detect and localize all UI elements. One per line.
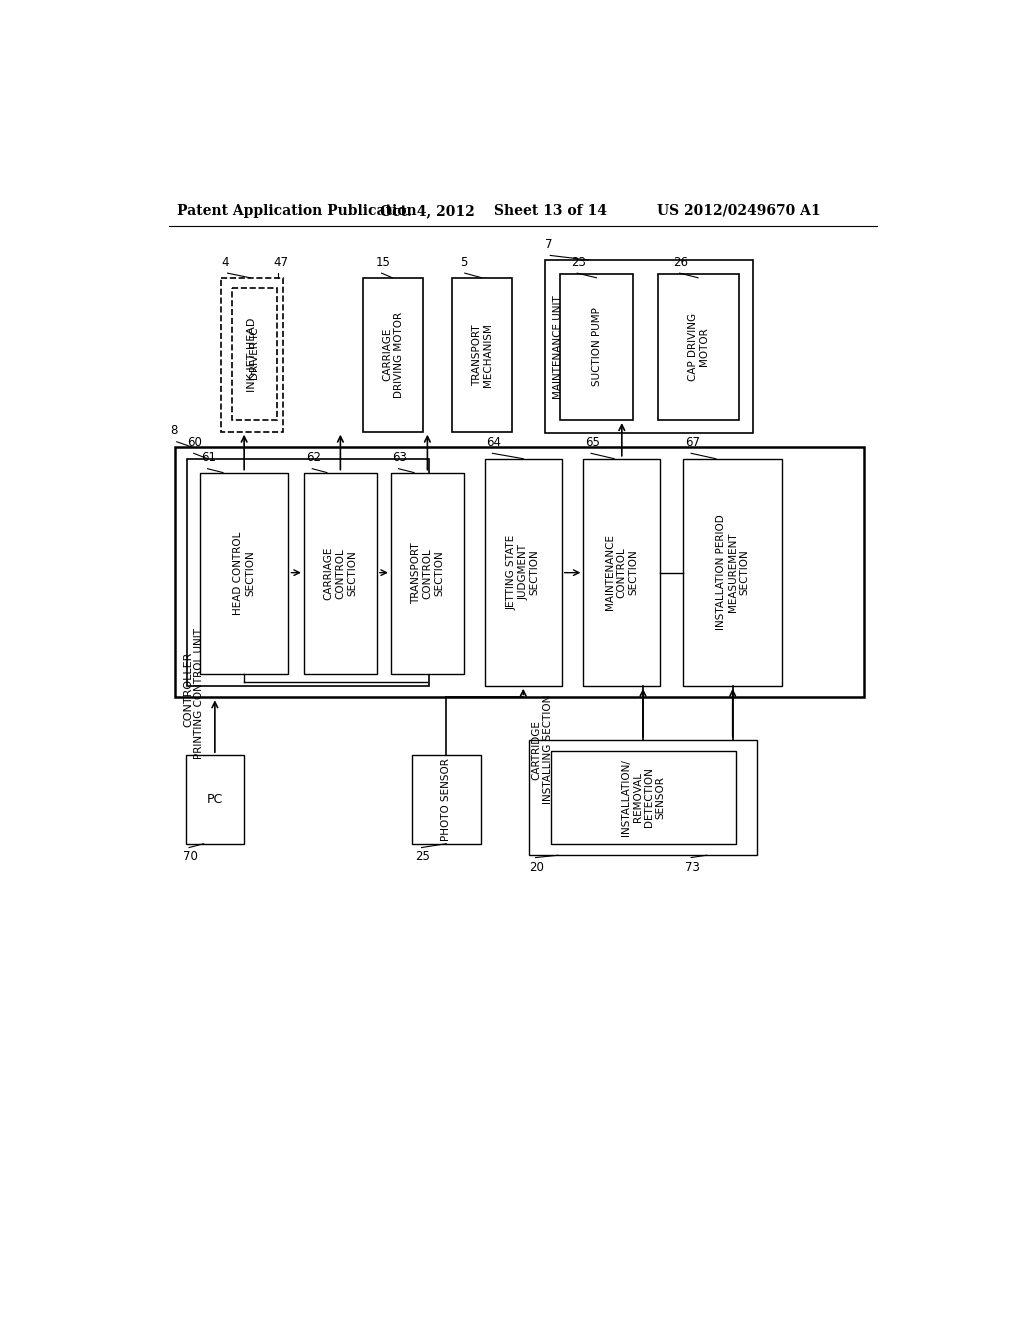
Bar	[529, 739, 757, 855]
Text: 61: 61	[202, 451, 216, 465]
Text: INK-JET HEAD: INK-JET HEAD	[247, 318, 257, 392]
Text: TRANSPORT
CONTROL
SECTION: TRANSPORT CONTROL SECTION	[411, 543, 444, 605]
Bar	[412, 755, 481, 843]
Text: TRANSPORT
MECHANISM: TRANSPORT MECHANISM	[472, 323, 494, 387]
Bar	[221, 277, 283, 432]
Text: 65: 65	[585, 436, 600, 449]
Text: 25: 25	[416, 850, 430, 863]
Bar	[186, 459, 429, 686]
Text: 5: 5	[460, 256, 468, 268]
Text: Fig. 13: Fig. 13	[183, 603, 247, 622]
Bar	[186, 755, 244, 843]
Text: 70: 70	[183, 850, 198, 863]
Bar	[175, 447, 864, 697]
Text: 47: 47	[273, 256, 289, 268]
Text: DRIVER IC: DRIVER IC	[250, 327, 259, 380]
Text: 15: 15	[376, 256, 390, 268]
Bar	[658, 275, 739, 420]
Text: 64: 64	[486, 436, 502, 449]
Text: PRINTING CONTROL UNIT: PRINTING CONTROL UNIT	[194, 628, 204, 759]
Bar	[232, 288, 276, 420]
Text: 62: 62	[306, 451, 322, 465]
Text: Patent Application Publication: Patent Application Publication	[177, 203, 417, 218]
Bar	[545, 260, 753, 433]
Text: Oct. 4, 2012: Oct. 4, 2012	[380, 203, 474, 218]
Text: CARTRIDGE
INSTALLING SECTION: CARTRIDGE INSTALLING SECTION	[531, 696, 553, 804]
Text: JETTING STATE
JUDGMENT
SECTION: JETTING STATE JUDGMENT SECTION	[507, 535, 540, 610]
Bar	[364, 277, 423, 432]
Bar	[453, 277, 512, 432]
Text: CARRIAGE
DRIVING MOTOR: CARRIAGE DRIVING MOTOR	[382, 312, 403, 397]
Text: MAINTENANCE UNIT: MAINTENANCE UNIT	[553, 296, 562, 399]
Text: 23: 23	[571, 256, 586, 268]
Text: 20: 20	[529, 861, 545, 874]
Bar	[584, 459, 660, 686]
Text: 4: 4	[221, 256, 229, 268]
Text: 60: 60	[186, 436, 202, 449]
Bar	[551, 751, 736, 843]
Text: 26: 26	[674, 256, 688, 268]
Text: 67: 67	[685, 436, 700, 449]
Text: PHOTO SENSOR: PHOTO SENSOR	[441, 758, 452, 841]
Text: CAP DRIVING
MOTOR: CAP DRIVING MOTOR	[688, 313, 710, 381]
Text: HEAD CONTROL
SECTION: HEAD CONTROL SECTION	[233, 532, 255, 615]
Bar	[683, 459, 782, 686]
Text: PC: PC	[207, 793, 223, 807]
Text: US 2012/0249670 A1: US 2012/0249670 A1	[657, 203, 820, 218]
Text: INSTALLATION PERIOD
MEASUREMENT
SECTION: INSTALLATION PERIOD MEASUREMENT SECTION	[716, 515, 750, 630]
Text: Sheet 13 of 14: Sheet 13 of 14	[494, 203, 606, 218]
Text: 73: 73	[685, 861, 699, 874]
Bar	[560, 275, 634, 420]
Text: SUCTION PUMP: SUCTION PUMP	[592, 308, 602, 387]
Text: 7: 7	[545, 238, 552, 251]
Text: CARRIAGE
CONTROL
SECTION: CARRIAGE CONTROL SECTION	[324, 546, 357, 601]
Text: 63: 63	[392, 451, 408, 465]
Bar	[484, 459, 562, 686]
Bar	[391, 473, 464, 675]
Text: CONTROLLER: CONTROLLER	[183, 652, 193, 727]
Text: 8: 8	[171, 424, 178, 437]
Text: INSTALLATION/
REMOVAL
DETECTION
SENSOR: INSTALLATION/ REMOVAL DETECTION SENSOR	[621, 759, 666, 836]
Bar	[304, 473, 377, 675]
Text: MAINTENANCE
CONTROL
SECTION: MAINTENANCE CONTROL SECTION	[605, 535, 638, 610]
Bar	[200, 473, 289, 675]
